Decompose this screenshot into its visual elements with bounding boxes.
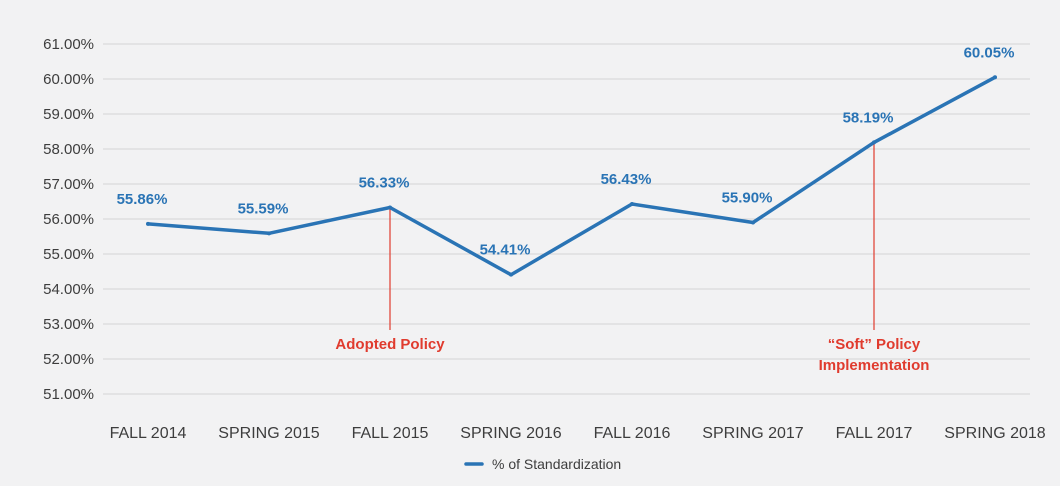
annotations: Adopted Policy “Soft” Policy Implementatio… [335, 142, 929, 374]
y-tick-label: 54.00% [43, 281, 94, 298]
data-label: 56.43% [601, 171, 652, 188]
data-point [872, 140, 876, 145]
y-axis-tick-labels: 51.00% 52.00% 53.00% 54.00% 55.00% 56.00% 57.0… [43, 36, 94, 403]
data-label: 55.86% [117, 191, 168, 208]
annotation-label: “Soft” Policy [828, 336, 921, 353]
data-point [388, 205, 392, 210]
series-line [146, 75, 997, 277]
data-point [993, 75, 997, 80]
data-label: 55.90% [722, 190, 773, 207]
y-tick-label: 52.00% [43, 351, 94, 368]
x-tick-label: SPRING 2016 [460, 425, 561, 442]
data-point [146, 221, 150, 226]
x-tick-label: SPRING 2018 [944, 425, 1045, 442]
data-label: 58.19% [843, 109, 894, 126]
y-tick-label: 61.00% [43, 36, 94, 53]
legend-label: % of Standardization [492, 456, 621, 472]
y-tick-label: 56.00% [43, 211, 94, 228]
y-tick-label: 51.00% [43, 386, 94, 403]
x-tick-label: SPRING 2015 [218, 425, 319, 442]
y-tick-label: 59.00% [43, 106, 94, 123]
x-axis-tick-labels: FALL 2014 SPRING 2015 FALL 2015 SPRING 2016… [110, 425, 1046, 442]
y-tick-label: 60.00% [43, 71, 94, 88]
x-tick-label: FALL 2016 [594, 425, 671, 442]
annotation-label: Adopted Policy [335, 336, 445, 353]
gridlines [103, 43, 1030, 395]
data-point [509, 272, 513, 277]
annotation-label: Implementation [819, 357, 930, 374]
y-tick-label: 57.00% [43, 176, 94, 193]
data-label: 56.33% [359, 174, 410, 191]
data-point [751, 220, 755, 225]
data-label: 55.59% [238, 200, 289, 217]
y-tick-label: 55.00% [43, 246, 94, 263]
data-point [630, 201, 634, 206]
y-tick-label: 53.00% [43, 316, 94, 333]
data-label: 60.05% [964, 44, 1015, 61]
x-tick-label: FALL 2014 [110, 425, 187, 442]
legend: % of Standardization [464, 456, 621, 472]
data-points [146, 75, 997, 277]
x-tick-label: FALL 2015 [352, 425, 429, 442]
x-tick-label: FALL 2017 [836, 425, 913, 442]
y-tick-label: 58.00% [43, 141, 94, 158]
data-labels: 55.86% 55.59% 56.33% 54.41% 56.43% 55.90% 58.1… [117, 44, 1015, 258]
data-label: 54.41% [480, 242, 531, 259]
x-tick-label: SPRING 2017 [702, 425, 803, 442]
data-point [267, 231, 271, 236]
